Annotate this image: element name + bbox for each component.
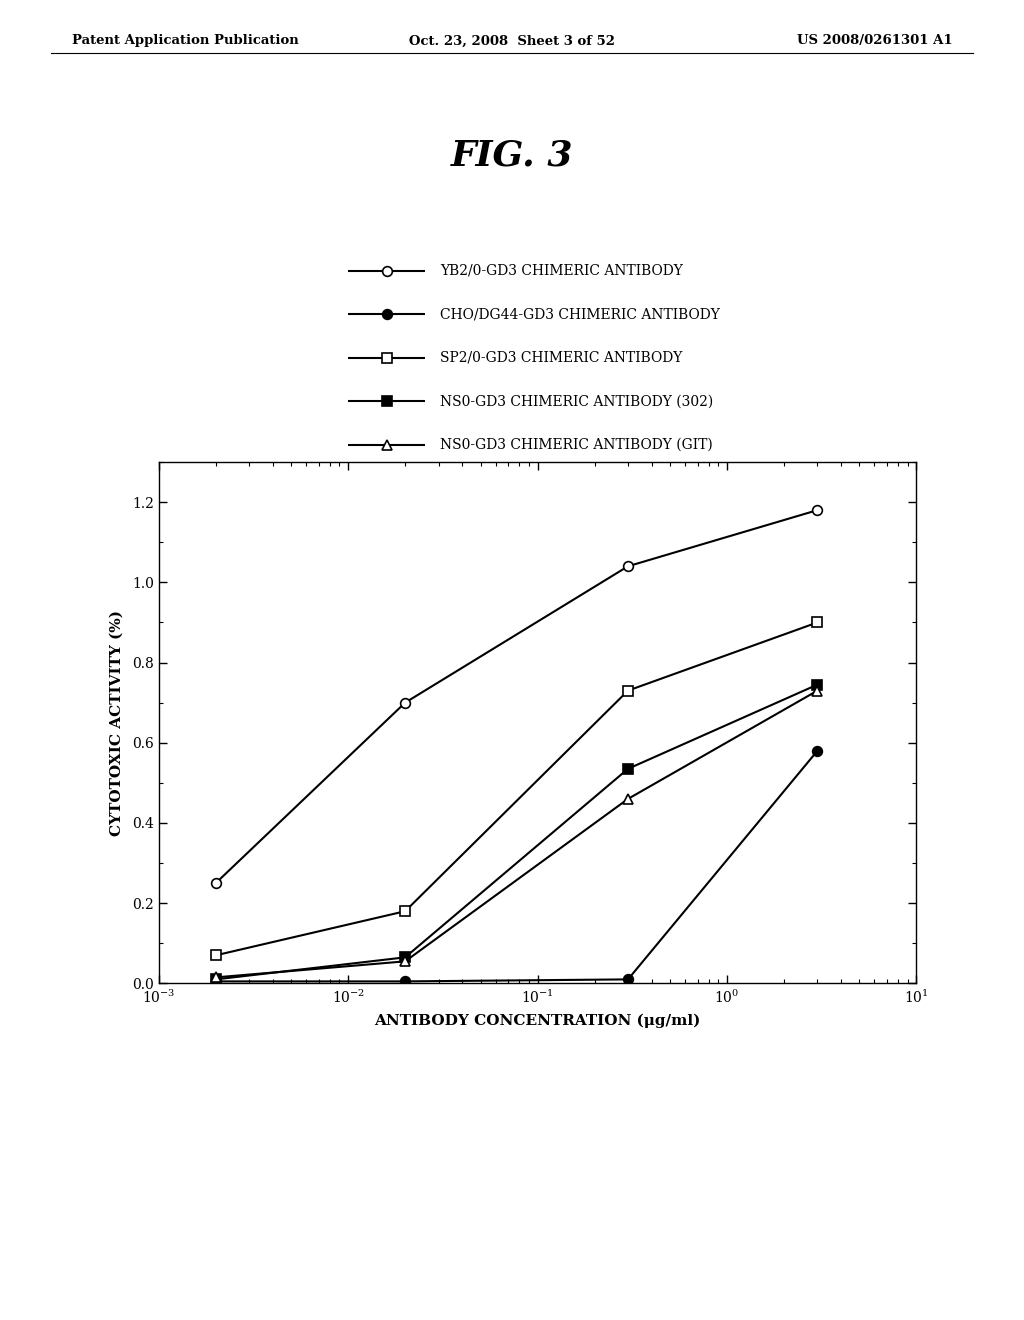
Text: YB2/0-GD3 CHIMERIC ANTIBODY: YB2/0-GD3 CHIMERIC ANTIBODY (440, 264, 683, 277)
Text: Patent Application Publication: Patent Application Publication (72, 34, 298, 48)
Text: Oct. 23, 2008  Sheet 3 of 52: Oct. 23, 2008 Sheet 3 of 52 (409, 34, 615, 48)
Text: NS0-GD3 CHIMERIC ANTIBODY (GIT): NS0-GD3 CHIMERIC ANTIBODY (GIT) (440, 438, 713, 451)
Text: NS0-GD3 CHIMERIC ANTIBODY (302): NS0-GD3 CHIMERIC ANTIBODY (302) (440, 395, 714, 408)
Text: CHO/DG44-GD3 CHIMERIC ANTIBODY: CHO/DG44-GD3 CHIMERIC ANTIBODY (440, 308, 720, 321)
Text: SP2/0-GD3 CHIMERIC ANTIBODY: SP2/0-GD3 CHIMERIC ANTIBODY (440, 351, 683, 364)
Text: US 2008/0261301 A1: US 2008/0261301 A1 (797, 34, 952, 48)
X-axis label: ANTIBODY CONCENTRATION (μg/ml): ANTIBODY CONCENTRATION (μg/ml) (375, 1014, 700, 1028)
Y-axis label: CYTOTOXIC ACTIVITY (%): CYTOTOXIC ACTIVITY (%) (110, 610, 124, 836)
Text: FIG. 3: FIG. 3 (451, 139, 573, 173)
